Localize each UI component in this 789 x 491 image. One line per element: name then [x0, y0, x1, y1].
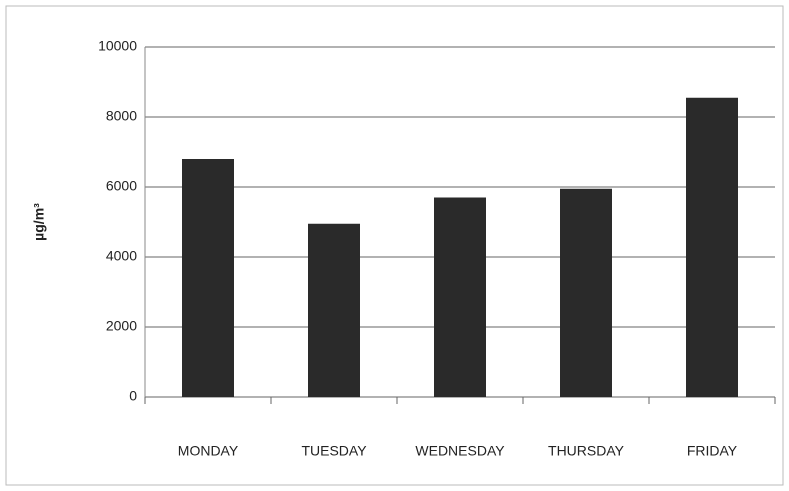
y-tick-label: 0 [129, 388, 137, 404]
bar [686, 97, 738, 397]
bar [434, 197, 486, 397]
bar [308, 223, 360, 397]
chart-frame [5, 5, 784, 486]
y-tick-label: 6000 [106, 178, 137, 194]
y-axis-label: µg/m³ [31, 203, 47, 241]
y-tick-label: 4000 [106, 248, 137, 264]
y-tick-label: 8000 [106, 108, 137, 124]
x-tick-label: TUESDAY [301, 443, 367, 459]
bar [182, 159, 234, 397]
x-tick-label: THURSDAY [548, 443, 625, 459]
y-tick-label: 2000 [106, 318, 137, 334]
y-tick-label: 10000 [98, 38, 137, 54]
x-tick-label: FRIDAY [687, 443, 738, 459]
x-tick-label: WEDNESDAY [415, 443, 505, 459]
x-tick-label: MONDAY [178, 443, 239, 459]
bar [560, 188, 612, 397]
